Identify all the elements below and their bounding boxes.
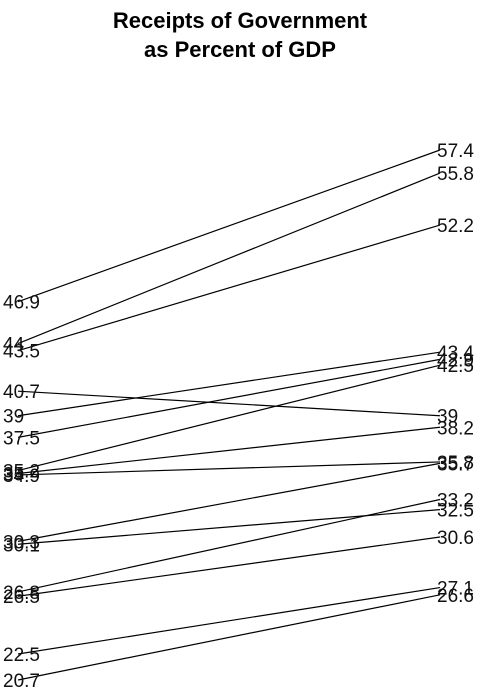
slope-line-0 (17, 149, 441, 303)
left-value-label-5: 37.5 (3, 428, 40, 449)
right-value-label-12: 30.6 (437, 528, 474, 549)
slope-line-9 (17, 462, 441, 542)
left-value-label-11: 26.8 (3, 583, 40, 604)
left-value-label-2: 43.5 (3, 342, 40, 363)
right-value-label-7: 38.2 (437, 418, 474, 439)
left-value-label-7: 35 (3, 464, 24, 485)
slope-line-8 (17, 461, 441, 476)
plot-area: 46.957.44455.843.552.240.7393943.437.542… (3, 141, 474, 691)
slope-line-11 (17, 498, 441, 593)
chart-title-line-1: Receipts of Government (113, 8, 368, 33)
left-value-label-14: 20.7 (3, 671, 40, 691)
right-value-label-13: 27.1 (437, 579, 474, 600)
right-value-label-14: 26.6 (437, 586, 474, 607)
left-value-label-0: 46.9 (3, 293, 40, 314)
right-value-label-8: 35.8 (437, 453, 474, 474)
left-value-label-6: 35.2 (3, 462, 40, 483)
right-value-label-2: 52.2 (437, 216, 474, 237)
slope-line-2 (17, 224, 441, 352)
right-value-label-6: 42.5 (437, 356, 474, 377)
right-value-label-9: 35.7 (437, 454, 474, 475)
slope-line-13 (17, 586, 441, 655)
right-value-label-5: 42.9 (437, 350, 474, 371)
right-value-label-3: 39 (437, 407, 458, 428)
right-value-label-4: 43.4 (437, 343, 474, 364)
left-value-label-8: 34.9 (3, 466, 40, 487)
slope-line-10 (17, 508, 441, 545)
slope-line-4 (17, 351, 441, 417)
slope-line-14 (17, 594, 441, 681)
right-value-label-1: 55.8 (437, 164, 474, 185)
left-value-label-13: 22.5 (3, 645, 40, 666)
slope-line-7 (17, 426, 441, 475)
left-value-label-3: 40.7 (3, 382, 40, 403)
left-value-label-4: 39 (3, 407, 24, 428)
slope-line-6 (17, 364, 441, 472)
right-value-label-11: 33.2 (437, 490, 474, 511)
left-value-label-10: 30.1 (3, 535, 40, 556)
slope-line-5 (17, 358, 441, 438)
slope-line-3 (17, 390, 441, 417)
slope-line-1 (17, 172, 441, 345)
chart-title-line-2: as Percent of GDP (144, 37, 336, 62)
right-value-label-10: 32.5 (437, 501, 474, 522)
left-value-label-9: 30.3 (3, 532, 40, 553)
right-value-label-0: 57.4 (437, 141, 474, 162)
left-value-label-12: 26.5 (3, 587, 40, 608)
slope-line-12 (17, 536, 441, 597)
